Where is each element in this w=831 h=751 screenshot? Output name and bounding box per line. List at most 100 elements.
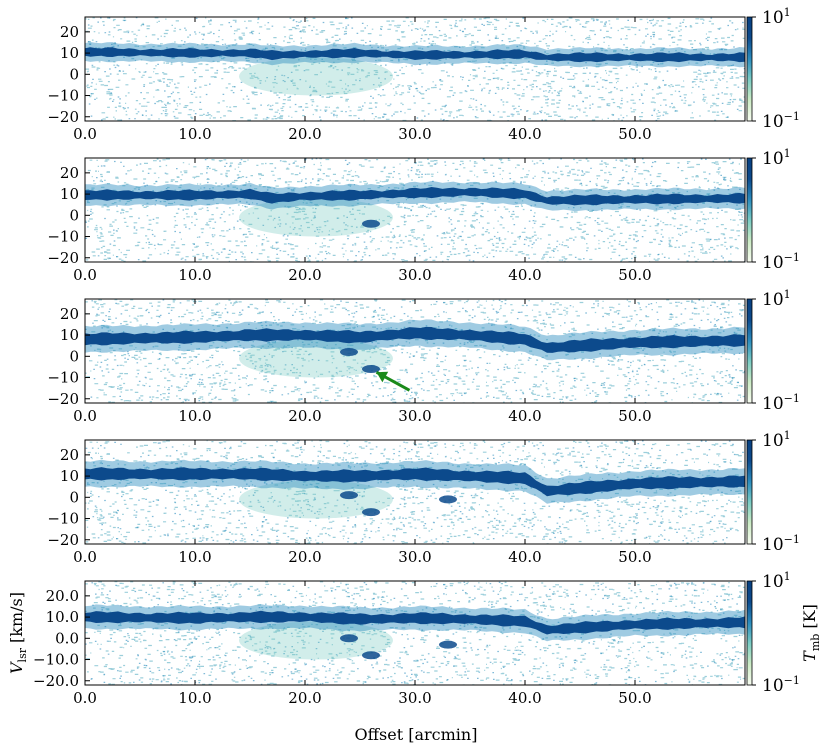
x-tick-label: 30.0 [398, 266, 431, 284]
y-tick-label: −20 [47, 390, 79, 408]
y-tick-label: 0 [69, 65, 79, 83]
heatmap-panel-5 [85, 581, 745, 685]
x-tick-label: 40.0 [508, 689, 541, 707]
heatmap-panel-3 [85, 299, 745, 403]
y-tick-label: −10 [47, 87, 79, 105]
x-tick-label: 50.0 [618, 266, 651, 284]
colorbar-tick-label: 101 [762, 147, 791, 169]
noise-speckle [85, 440, 745, 544]
y-tick-label: −20 [47, 108, 79, 126]
feature-2 [362, 365, 380, 374]
noise-speckle-dark [85, 158, 745, 262]
x-tick-label: 10.0 [178, 407, 211, 425]
diffuse-emission [239, 339, 393, 378]
feature-3 [439, 640, 457, 649]
colorbar-tick-label: 101 [762, 6, 791, 28]
x-tick-label: 20.0 [288, 689, 321, 707]
x-tick-label: 30.0 [398, 125, 431, 143]
diffuse-emission [239, 57, 393, 96]
diffuse-emission [239, 198, 393, 237]
heatmap-panel-1 [85, 17, 745, 121]
y-tick-label: −10 [47, 369, 79, 387]
noise-speckle [85, 299, 745, 403]
feature-1 [340, 634, 358, 643]
panels: 0.0 10.0 20.0 30.0 40.0 50.020100−10−2010110−… [33, 6, 800, 707]
y-tick-label: 0.0 [55, 629, 79, 647]
heatmap-panel-2 [85, 158, 745, 262]
panel-5: 0.0 10.0 20.0 30.0 40.0 50.0 20.0 10.0 0.0 −10.0 −… [33, 570, 800, 707]
y-tick-label: 20.0 [46, 587, 79, 605]
y-tick-label: 0 [69, 347, 79, 365]
x-tick-label: 30.0 [398, 407, 431, 425]
panel-2: 0.0 10.0 20.0 30.0 40.0 50.0 20 10 0 −10 −20 101 10−… [47, 147, 800, 284]
axes-frame [84, 16, 746, 122]
colorbar-tick-label: 10−1 [762, 392, 800, 414]
colorbar-tick-label: 101 [762, 570, 791, 592]
feature-1 [362, 219, 380, 228]
x-tick-label: 10.0 [178, 125, 211, 143]
ridge-core [85, 326, 745, 353]
x-tick-label: 50.0 [618, 125, 651, 143]
x-tick-label: 0.0 [73, 125, 97, 143]
y-axis-label: Vlsr [km/s] [7, 592, 29, 674]
y-tick-label: −20.0 [33, 672, 79, 690]
y-tick-label: 20 [60, 164, 79, 182]
ridge-core [85, 187, 745, 206]
y-tick-label: 20 [60, 305, 79, 323]
x-tick-label: 40.0 [508, 548, 541, 566]
colorbar-tick-label: 10−1 [762, 674, 800, 696]
colorbar [746, 580, 753, 686]
x-tick-label: 0.0 [73, 266, 97, 284]
colorbar [746, 157, 753, 263]
y-tick-label: 10.0 [46, 608, 79, 626]
y-tick-label: −10.0 [33, 651, 79, 669]
noise-speckle [85, 158, 745, 262]
y-tick-label: −20 [47, 249, 79, 267]
colorbar [746, 439, 753, 545]
x-tick-label: 0.0 [73, 548, 97, 566]
x-tick-label: 20.0 [288, 266, 321, 284]
annotation-arrowhead [376, 371, 389, 383]
y-tick-label: 10 [60, 326, 79, 344]
panel-4: 0.0 10.0 20.0 30.0 40.0 50.0 20 10 0 −10 −20 101 10−… [47, 429, 800, 566]
panel-3: 0.0 10.0 20.0 30.0 40.0 50.0 20 10 0 −10 −20 101 10−… [47, 288, 800, 425]
noise-speckle-dark [87, 17, 745, 121]
y-tick-label: −20 [47, 531, 79, 549]
x-tick-label: 40.0 [508, 125, 541, 143]
colorbar-tick-label: 101 [762, 288, 791, 310]
y-axis-label-text: Vlsr [km/s] [7, 592, 29, 674]
x-tick-label: 0.0 [73, 407, 97, 425]
x-tick-label: 10.0 [178, 689, 211, 707]
y-tick-label: 20 [60, 446, 79, 464]
ridge-core [85, 467, 745, 497]
x-tick-label: 50.0 [618, 548, 651, 566]
x-tick-label: 20.0 [288, 407, 321, 425]
y-tick-label: 0 [69, 488, 79, 506]
colorbar-tick-label: 10−1 [762, 251, 800, 273]
feature-1 [340, 491, 358, 500]
y-tick-label: 10 [60, 44, 79, 62]
x-tick-label: 20.0 [288, 125, 321, 143]
x-tick-label: 40.0 [508, 407, 541, 425]
x-tick-label: 0.0 [73, 689, 97, 707]
feature-2 [362, 651, 380, 660]
noise-speckle [85, 17, 745, 121]
colorbar [746, 298, 753, 404]
x-tick-label: 50.0 [618, 407, 651, 425]
y-tick-label: 10 [60, 185, 79, 203]
noise-speckle [85, 581, 745, 685]
feature-3 [439, 495, 457, 504]
colorbar-label-text: Tmb [K] [800, 604, 822, 662]
x-tick-label: 30.0 [398, 689, 431, 707]
ridge-core [85, 610, 745, 635]
y-tick-label: −10 [47, 510, 79, 528]
x-tick-label: 10.0 [178, 548, 211, 566]
x-axis-label: Offset [arcmin] [355, 725, 478, 744]
x-tick-label: 10.0 [178, 266, 211, 284]
panel-1: 0.0 10.0 20.0 30.0 40.0 50.0 20 10 0 −10 −20 101 10−… [47, 6, 800, 143]
x-tick-label: 50.0 [618, 689, 651, 707]
y-tick-label: 10 [60, 467, 79, 485]
colorbar-label: Tmb [K] [800, 604, 822, 662]
colorbar-tick-label: 10−1 [762, 533, 800, 555]
y-tick-label: −10 [47, 228, 79, 246]
